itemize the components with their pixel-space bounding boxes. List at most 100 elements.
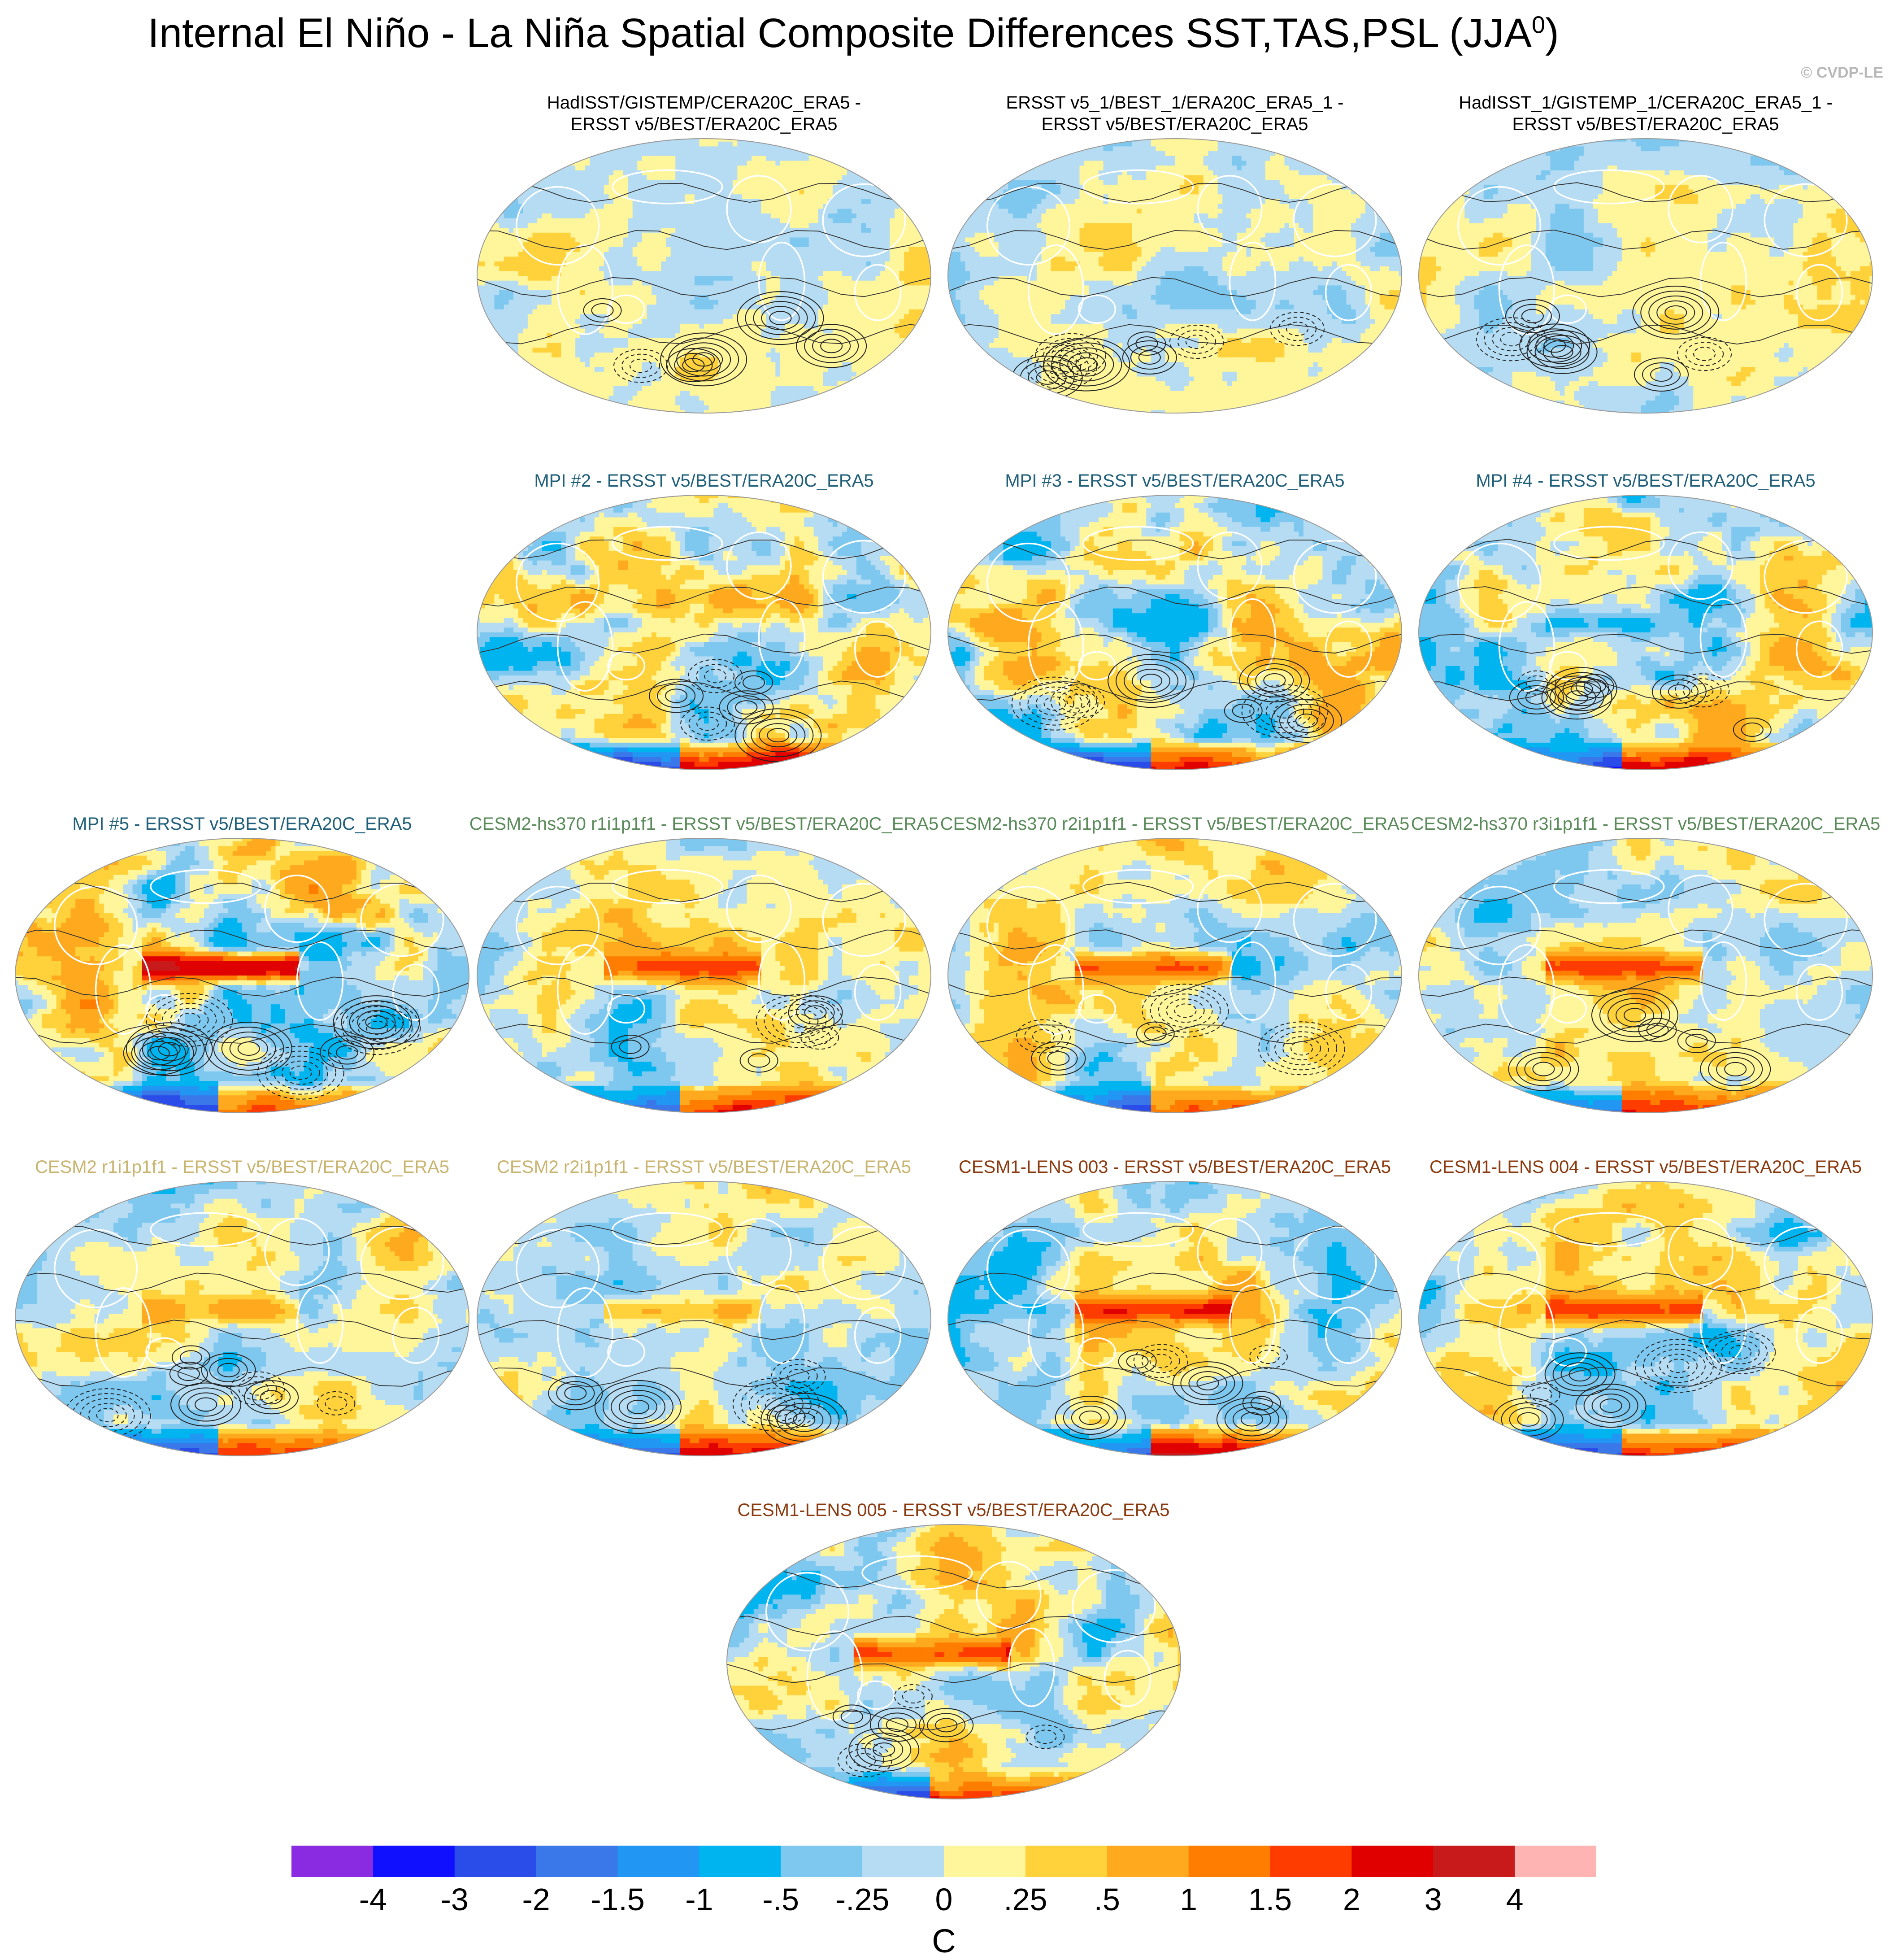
sst-cell <box>609 252 614 257</box>
sst-cell <box>547 247 552 252</box>
sst-cell <box>666 247 671 252</box>
sst-cell <box>485 175 490 180</box>
sst-cell <box>828 223 833 228</box>
sst-cell <box>923 381 928 386</box>
sst-cell <box>728 281 733 286</box>
sst-cell <box>580 319 585 324</box>
sst-cell <box>523 329 528 334</box>
sst-cell <box>928 247 933 252</box>
sst-cell <box>523 324 528 329</box>
sst-cell <box>775 223 780 228</box>
sst-cell <box>585 209 590 213</box>
sst-cell <box>580 204 585 209</box>
sst-cell <box>733 300 738 305</box>
sst-cell <box>666 295 671 300</box>
sst-cell <box>813 223 818 228</box>
sst-cell <box>599 137 604 142</box>
sst-cell <box>661 295 666 300</box>
sst-cell <box>528 309 533 314</box>
sst-cell <box>871 204 876 209</box>
sst-cell <box>699 252 704 257</box>
sst-cell <box>918 295 923 300</box>
sst-cell <box>909 290 914 295</box>
sst-cell <box>652 261 656 266</box>
sst-cell <box>699 228 704 233</box>
sst-cell <box>718 151 723 156</box>
sst-cell <box>656 204 661 209</box>
sst-cell <box>866 199 871 204</box>
sst-cell <box>599 281 604 286</box>
sst-cell <box>685 305 690 309</box>
sst-cell <box>833 257 838 261</box>
sst-cell <box>713 319 718 324</box>
sst-cell <box>661 281 666 286</box>
sst-cell <box>718 199 723 204</box>
sst-cell <box>604 271 609 276</box>
sst-cell <box>575 276 580 281</box>
sst-cell <box>533 381 538 386</box>
sst-cell <box>613 271 618 276</box>
sst-cell <box>671 194 676 199</box>
sst-cell <box>804 233 809 238</box>
sst-cell <box>847 175 852 180</box>
sst-cell <box>518 271 523 276</box>
sst-cell <box>571 142 576 147</box>
sst-cell <box>923 333 928 338</box>
sst-cell <box>690 305 695 309</box>
sst-cell <box>833 170 838 175</box>
sst-cell <box>852 151 856 156</box>
sst-cell <box>518 266 523 271</box>
sst-cell <box>914 305 919 309</box>
sst-cell <box>504 367 509 372</box>
sst-cell <box>718 324 723 329</box>
sst-cell <box>613 237 618 242</box>
sst-cell <box>718 209 723 213</box>
sst-cell <box>880 305 885 309</box>
sst-cell <box>838 300 843 305</box>
sst-cell <box>690 213 695 218</box>
sst-cell <box>795 166 799 170</box>
sst-cell <box>542 329 547 334</box>
sst-cell <box>485 362 490 367</box>
sst-cell <box>928 137 933 142</box>
sst-cell <box>766 257 771 261</box>
sst-cell <box>790 137 795 142</box>
sst-cell <box>675 209 680 213</box>
sst-cell <box>528 348 533 353</box>
sst-cell <box>575 348 580 353</box>
sst-cell <box>923 329 928 334</box>
sst-cell <box>823 305 828 309</box>
sst-cell <box>508 252 513 257</box>
sst-cell <box>628 156 633 161</box>
sst-cell <box>866 362 871 367</box>
sst-cell <box>690 180 695 185</box>
sst-cell <box>880 204 885 209</box>
sst-cell <box>771 247 776 252</box>
sst-cell <box>828 261 833 266</box>
sst-cell <box>790 261 795 266</box>
sst-cell <box>523 213 528 218</box>
sst-cell <box>542 285 547 290</box>
sst-cell <box>790 233 795 238</box>
sst-cell <box>723 228 728 233</box>
sst-cell <box>823 276 828 281</box>
sst-cell <box>766 233 771 238</box>
sst-cell <box>613 257 618 261</box>
sst-cell <box>561 338 566 343</box>
sst-cell <box>537 137 542 142</box>
sst-cell <box>680 309 685 314</box>
sst-cell <box>856 213 861 218</box>
sst-cell <box>704 290 709 295</box>
sst-cell <box>666 223 671 228</box>
sst-cell <box>890 295 895 300</box>
sst-cell <box>899 142 904 147</box>
sst-cell <box>675 218 680 223</box>
sst-cell <box>890 209 895 213</box>
sst-cell <box>513 376 518 381</box>
sst-cell <box>661 271 666 276</box>
sst-cell <box>566 218 571 223</box>
sst-cell <box>876 161 881 166</box>
sst-cell <box>656 319 661 324</box>
sst-cell <box>737 175 742 180</box>
sst-cell <box>709 142 714 147</box>
